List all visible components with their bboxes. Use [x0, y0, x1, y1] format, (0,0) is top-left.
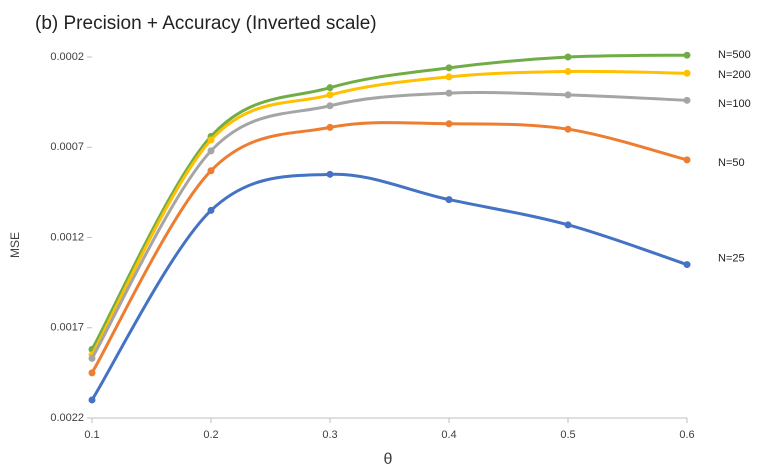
- y-tick-label: 0.0002: [50, 51, 84, 63]
- data-point: [445, 89, 453, 97]
- x-tick-label: 0.6: [679, 429, 694, 441]
- y-tick-label: 0.0017: [50, 322, 84, 334]
- data-point: [326, 91, 334, 99]
- series-label: N=25: [718, 252, 745, 264]
- data-point: [326, 84, 334, 92]
- series-label: N=50: [718, 157, 745, 169]
- y-axis-label: MSE: [8, 232, 22, 258]
- y-tick-label: 0.0012: [50, 231, 84, 243]
- x-axis-label: θ: [384, 451, 393, 468]
- data-point: [326, 102, 334, 110]
- data-point: [564, 67, 572, 75]
- x-tick-label: 0.5: [560, 429, 575, 441]
- chart-title: (b) Precision + Accuracy (Inverted scale…: [35, 13, 377, 34]
- data-point: [88, 369, 96, 377]
- data-point: [207, 136, 215, 144]
- series-label: N=200: [718, 69, 751, 81]
- data-point: [445, 120, 453, 128]
- series-label: N=100: [718, 98, 751, 110]
- data-point: [88, 396, 96, 404]
- x-tick-label: 0.4: [441, 429, 456, 441]
- data-point: [445, 64, 453, 72]
- data-point: [564, 221, 572, 229]
- data-point: [207, 206, 215, 214]
- data-point: [564, 53, 572, 61]
- data-point: [88, 354, 96, 362]
- data-point: [564, 91, 572, 99]
- data-point: [683, 96, 691, 104]
- data-point: [683, 51, 691, 59]
- data-point: [445, 73, 453, 81]
- series-line: [90, 172, 688, 401]
- data-point: [326, 123, 334, 131]
- y-tick-label: 0.0022: [50, 412, 84, 424]
- data-point: [445, 196, 453, 204]
- data-point: [683, 156, 691, 164]
- data-point: [207, 147, 215, 155]
- data-point: [683, 261, 691, 269]
- data-point: [207, 167, 215, 175]
- x-tick-label: 0.3: [322, 429, 337, 441]
- series-label: N=500: [718, 49, 751, 61]
- y-tick-label: 0.0007: [50, 141, 84, 153]
- x-tick-label: 0.1: [84, 429, 99, 441]
- x-tick-label: 0.2: [203, 429, 218, 441]
- series-line: [90, 121, 688, 374]
- data-point: [564, 125, 572, 133]
- data-point: [683, 69, 691, 77]
- data-point: [326, 170, 334, 178]
